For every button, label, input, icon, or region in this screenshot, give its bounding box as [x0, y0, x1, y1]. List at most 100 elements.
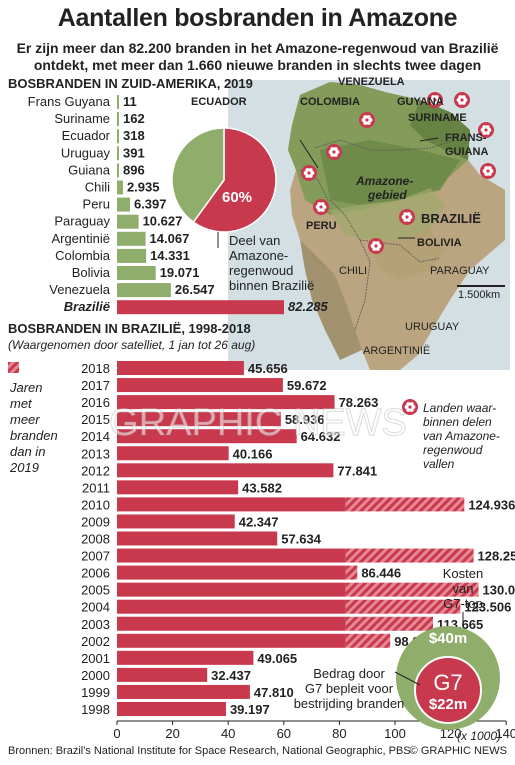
hatch-legend-4: branden	[10, 428, 58, 443]
br-value-label: 59.672	[287, 378, 327, 393]
sa-value-label: 162	[123, 111, 145, 126]
map-marker-icon	[454, 92, 470, 108]
hatch-legend-2: met	[10, 396, 33, 411]
br-year-label: 2018	[81, 361, 110, 376]
sa-bar	[117, 95, 119, 109]
sa-category-label: Uruguay	[61, 145, 111, 160]
br-year-label: 2007	[81, 549, 110, 564]
map-label-colombia: COLOMBIA	[300, 96, 360, 108]
sa-category-label: Bolivia	[72, 265, 111, 280]
br-value-label: 57.634	[281, 532, 322, 547]
map-label-frans-guiana-1: FRANS-	[445, 132, 487, 144]
br-bar-excess	[345, 582, 479, 597]
map-marker-icon	[313, 199, 329, 215]
x-tick-label: 80	[332, 726, 346, 741]
br-bar	[117, 480, 239, 495]
br-bar	[117, 650, 254, 665]
br-year-label: 2010	[81, 497, 110, 512]
br-bar-excess	[345, 548, 474, 563]
map-legend-line-1: Landen waar-	[423, 401, 496, 415]
br-bar	[117, 446, 229, 461]
br-bar	[117, 667, 208, 682]
hatch-legend-3: meer	[10, 412, 40, 427]
sa-value-label: 14.331	[150, 248, 190, 263]
pie-caption-4: binnen Brazilië	[229, 278, 314, 293]
br-value-label: 47.810	[254, 685, 294, 700]
br-bar-excess	[345, 565, 358, 580]
chart1-title: BOSBRANDEN IN ZUID-AMERIKA, 2019	[8, 76, 253, 91]
br-value-label: 42.347	[239, 514, 279, 529]
br-value-label: 49.065	[257, 651, 297, 666]
x-axis-unit: (x 1000)	[457, 729, 501, 743]
legend-flower-icon	[402, 399, 418, 415]
sa-category-label: Chili	[85, 180, 110, 195]
map-label-amazone-2: gebied	[367, 188, 407, 202]
chart2-title: BOSBRANDEN IN BRAZILIË, 1998-2018	[8, 321, 251, 336]
sa-bar	[117, 146, 119, 161]
south-america-map	[228, 80, 510, 370]
page-title: Aantallen bosbranden in Amazone	[57, 4, 458, 32]
x-tick-label: 20	[165, 726, 179, 741]
br-bar-excess	[345, 497, 465, 512]
hatch-legend-6: 2019	[9, 460, 39, 475]
br-year-label: 2008	[81, 532, 110, 547]
x-tick-label: 60	[277, 726, 291, 741]
sa-value-label: 10.627	[143, 214, 183, 229]
g7-top-value: $40m	[429, 630, 467, 647]
sa-value-label: 896	[123, 162, 145, 177]
map-legend-line-3: van Amazone-	[423, 429, 500, 443]
sa-category-label: Guiana	[68, 162, 111, 177]
br-bar	[117, 395, 335, 410]
copyright: © GRAPHIC NEWS	[409, 745, 507, 757]
map-marker-icon	[326, 144, 342, 160]
map-marker-icon	[368, 238, 384, 254]
br-value-label: 130.052	[483, 583, 515, 598]
br-bar	[117, 582, 346, 597]
south-america-bar-chart: Frans Guyana 11 Suriname 162 Ecuador 318 Urugu…	[28, 94, 329, 315]
br-year-label: 1998	[81, 702, 110, 717]
sa-value-label: 82.285	[288, 299, 329, 314]
br-year-label: 2004	[81, 600, 110, 615]
sa-bar	[117, 112, 119, 127]
br-year-label: 2000	[81, 668, 110, 683]
br-year-label: 2005	[81, 583, 110, 598]
br-year-label: 2012	[81, 463, 110, 478]
map-label-argentinie: ARGENTINIË	[363, 345, 430, 357]
br-bar-excess	[345, 633, 391, 648]
pie-caption-3: regenwoud	[229, 263, 293, 278]
affected-country-markers	[301, 92, 496, 254]
br-value-label: 45.656	[248, 361, 288, 376]
map-legend-line-2: binnen delen	[423, 415, 492, 429]
map-marker-icon	[359, 112, 375, 128]
br-year-label: 2015	[81, 412, 110, 427]
x-tick-label: 0	[113, 726, 120, 741]
br-bar	[117, 702, 226, 716]
br-bar	[117, 463, 334, 478]
map-marker-icon	[399, 209, 415, 225]
br-year-label: 2016	[81, 395, 110, 410]
sa-bar	[117, 248, 147, 263]
map-scale-label: 1.500km	[458, 289, 500, 301]
map-label-brazilie: BRAZILIË	[421, 211, 481, 226]
br-bar	[117, 531, 278, 546]
pie-slice	[171, 127, 225, 224]
legend-flower-icon	[402, 399, 418, 415]
br-bar	[117, 565, 346, 580]
map-label-frans-guiana-2: GUIANA	[445, 146, 488, 158]
pie-slice	[192, 127, 277, 233]
br-year-label: 2017	[81, 378, 110, 393]
br-bar	[117, 514, 235, 529]
sa-category-label: Argentinië	[51, 231, 110, 246]
br-bar	[117, 497, 346, 512]
br-bar	[117, 361, 244, 375]
sa-value-label: 6.397	[134, 197, 167, 212]
br-value-label: 77.841	[337, 463, 377, 478]
pie-label: 60%	[222, 189, 252, 206]
map-marker-icon	[427, 92, 443, 108]
br-value-label: 58.936	[285, 412, 325, 427]
sources-footer: Bronnen: Brazil's National Institute for…	[8, 745, 411, 757]
sa-value-label: 19.071	[160, 265, 200, 280]
map-label-paraguay: PARAGUAY	[430, 265, 490, 277]
subtitle-line-1: Er zijn meer dan 82.200 branden in het A…	[16, 40, 499, 56]
map-label-suriname: SURINAME	[408, 112, 467, 124]
